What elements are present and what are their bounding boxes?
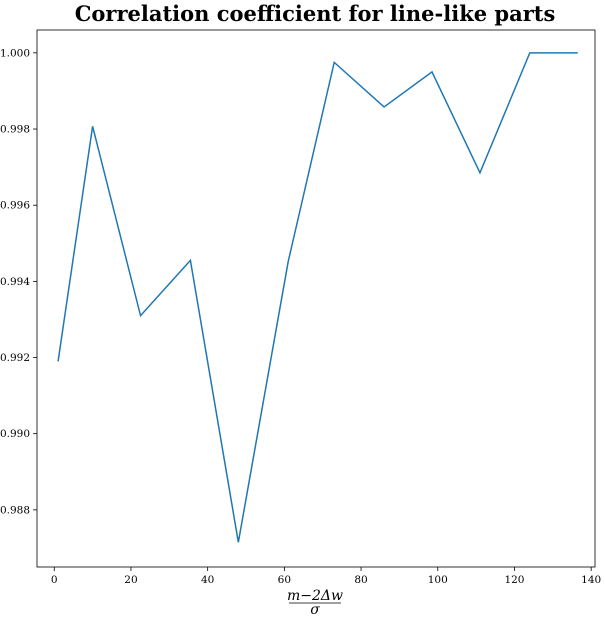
x-axis: 0 20 40 60 80 100 120 140 <box>51 567 601 586</box>
y-axis: 0.988 0.990 0.992 0.994 0.996 0.998 1.000 <box>0 47 37 516</box>
x-axis-label-denominator: σ <box>310 602 320 618</box>
y-tick-label: 0.994 <box>0 276 30 288</box>
x-tick-label: 40 <box>201 574 214 586</box>
y-tick-label: 0.990 <box>0 428 30 440</box>
x-axis-label-numerator: m−2Δw <box>287 588 343 604</box>
series-layer <box>57 52 578 543</box>
x-axis-label: m−2Δw σ <box>287 588 343 618</box>
chart-title: Correlation coefficient for line-like pa… <box>75 1 556 26</box>
x-tick-label: 100 <box>428 574 448 586</box>
x-tick-label: 80 <box>354 574 367 586</box>
y-tick-label: 0.992 <box>0 352 30 364</box>
plot-area: 0 20 40 60 80 100 120 140 0.9880.9900.9920.9940… <box>0 29 601 586</box>
y-tick-label: 0.998 <box>0 124 30 136</box>
y-tick-label: 0.988 <box>0 504 30 516</box>
y-tick-label: 1.000 <box>0 47 30 59</box>
x-tick-label: 0 <box>51 574 58 586</box>
plot-frame <box>36 29 596 568</box>
x-tick-label: 120 <box>504 574 524 586</box>
y-tick-label: 0.996 <box>0 200 30 212</box>
series-line <box>57 52 578 543</box>
x-tick-label: 20 <box>124 574 137 586</box>
x-tick-label: 60 <box>278 574 291 586</box>
x-tick-label: 140 <box>581 574 601 586</box>
